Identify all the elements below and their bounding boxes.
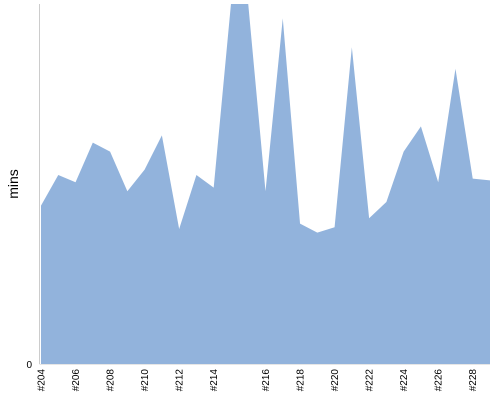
area-series-0 (41, 4, 490, 364)
x-tick-label: #224 (399, 369, 410, 392)
x-tick-label: #214 (209, 369, 220, 392)
y-tick-label: 0 (26, 360, 32, 371)
x-tick-label: #212 (175, 369, 186, 392)
x-tick-label: #226 (434, 369, 445, 392)
x-tick-label: #222 (365, 369, 376, 392)
x-tick-label: #204 (37, 369, 48, 392)
x-tick-label: #208 (106, 369, 117, 392)
x-tick-labels: #204 #206 #208 #210 #212 #214 #216 #218 #220 #222… (37, 369, 480, 392)
x-tick-label: #220 (330, 369, 341, 392)
x-tick-label: #206 (71, 369, 82, 392)
x-tick-label: #216 (261, 369, 272, 392)
x-tick-label: #218 (296, 369, 307, 392)
x-tick-label: #210 (140, 369, 151, 392)
series-layer (41, 4, 490, 364)
x-tick-label: #228 (468, 369, 479, 392)
y-axis-label: mins (5, 169, 21, 199)
y-tick-labels: 0 (26, 360, 32, 371)
